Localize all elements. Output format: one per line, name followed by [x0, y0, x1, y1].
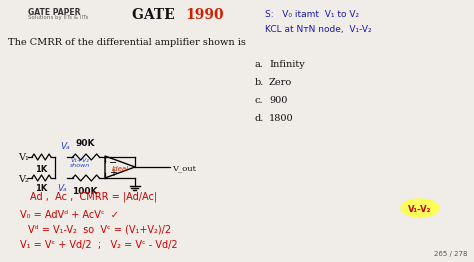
Text: GATE: GATE [133, 8, 185, 22]
Ellipse shape [401, 199, 439, 217]
Text: c.: c. [255, 96, 264, 105]
Text: 100K: 100K [72, 187, 98, 196]
Text: Zero: Zero [269, 78, 292, 87]
Text: Infinity: Infinity [269, 60, 305, 69]
Text: Vₐ: Vₐ [60, 142, 70, 151]
Text: −: − [109, 158, 117, 168]
Text: V₁: V₁ [18, 154, 29, 162]
Text: 1990: 1990 [185, 8, 224, 22]
Text: 900: 900 [269, 96, 287, 105]
Text: Vₐ: Vₐ [57, 184, 67, 193]
Text: V₁+V₂: V₁+V₂ [71, 158, 90, 163]
Text: S:   V₀ itamt  V₁ to V₂: S: V₀ itamt V₁ to V₂ [265, 10, 359, 19]
Text: d.: d. [255, 114, 264, 123]
Text: Ideal: Ideal [111, 166, 128, 172]
Text: V₀ = AdVᵈ + AcVᶜ  ✓: V₀ = AdVᵈ + AcVᶜ ✓ [20, 210, 119, 220]
Text: V₁-V₂: V₁-V₂ [408, 205, 432, 214]
Text: V₁ = Vᶜ + Vd/2  ;   V₂ = Vᶜ - Vd/2: V₁ = Vᶜ + Vd/2 ; V₂ = Vᶜ - Vd/2 [20, 240, 178, 250]
Text: Vᵈ = V₁-V₂  so  Vᶜ = (V₁+V₂)/2: Vᵈ = V₁-V₂ so Vᶜ = (V₁+V₂)/2 [28, 225, 171, 235]
Text: 265 / 278: 265 / 278 [435, 251, 468, 257]
Text: The CMRR of the differential amplifier shown is: The CMRR of the differential amplifier s… [8, 38, 246, 47]
Text: 1K: 1K [35, 184, 47, 193]
Text: GATE PAPER: GATE PAPER [28, 8, 81, 17]
Text: shown: shown [70, 163, 90, 168]
Text: Ad ,  Ac ,  CMRR = |Ad/Ac|: Ad , Ac , CMRR = |Ad/Ac| [30, 192, 157, 203]
Text: KCL at NᴛN node,  V₁-V₂: KCL at NᴛN node, V₁-V₂ [265, 25, 372, 34]
Text: 1800: 1800 [269, 114, 293, 123]
Text: +: + [109, 168, 117, 178]
Text: 1K: 1K [35, 165, 47, 174]
Text: a.: a. [255, 60, 264, 69]
Text: V₂: V₂ [18, 174, 29, 183]
Text: V_out: V_out [172, 164, 196, 172]
Text: b.: b. [255, 78, 264, 87]
Text: Solutions by IITs & IITs: Solutions by IITs & IITs [28, 15, 88, 20]
Text: 90K: 90K [75, 139, 95, 148]
